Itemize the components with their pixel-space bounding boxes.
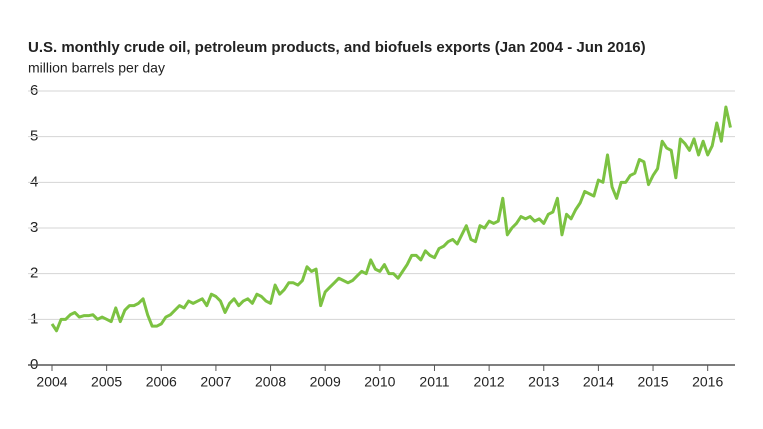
x-tick-label: 2016	[692, 374, 723, 390]
x-tick-label: 2004	[36, 374, 67, 390]
y-tick-label: 4	[30, 173, 38, 190]
y-tick-label: 1	[30, 310, 38, 327]
x-tick-label: 2014	[583, 374, 614, 390]
y-tick-label: 6	[30, 82, 38, 99]
x-tick-label: 2011	[419, 374, 449, 390]
data-line	[50, 105, 732, 333]
x-tick-label: 2012	[474, 374, 505, 390]
chart-title: U.S. monthly crude oil, petroleum produc…	[28, 39, 646, 56]
x-tick-label: 2015	[637, 374, 668, 390]
x-tick-label: 2006	[146, 374, 177, 390]
y-tick-label: 2	[30, 265, 38, 282]
x-tick-label: 2008	[255, 374, 286, 390]
x-tick-label: 2010	[364, 374, 395, 390]
x-tick-label: 2007	[200, 374, 231, 390]
y-tick-label: 5	[30, 128, 38, 145]
x-tick-label: 2013	[528, 374, 559, 390]
chart-subtitle: million barrels per day	[28, 60, 165, 76]
x-tick-label: 2009	[310, 374, 341, 390]
x-tick-label: 2005	[91, 374, 122, 390]
y-tick-label: 3	[30, 219, 38, 236]
